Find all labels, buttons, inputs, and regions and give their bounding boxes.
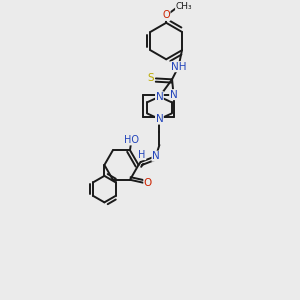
Text: H: H — [138, 150, 146, 160]
Text: S: S — [147, 74, 154, 83]
Text: N: N — [155, 92, 163, 102]
Text: HO: HO — [124, 135, 139, 145]
Text: O: O — [144, 178, 152, 188]
Text: N: N — [152, 151, 160, 161]
Text: O: O — [162, 11, 170, 20]
Text: N: N — [170, 90, 177, 100]
Text: CH₃: CH₃ — [176, 2, 192, 11]
Text: N: N — [155, 114, 163, 124]
Text: NH: NH — [171, 62, 186, 72]
